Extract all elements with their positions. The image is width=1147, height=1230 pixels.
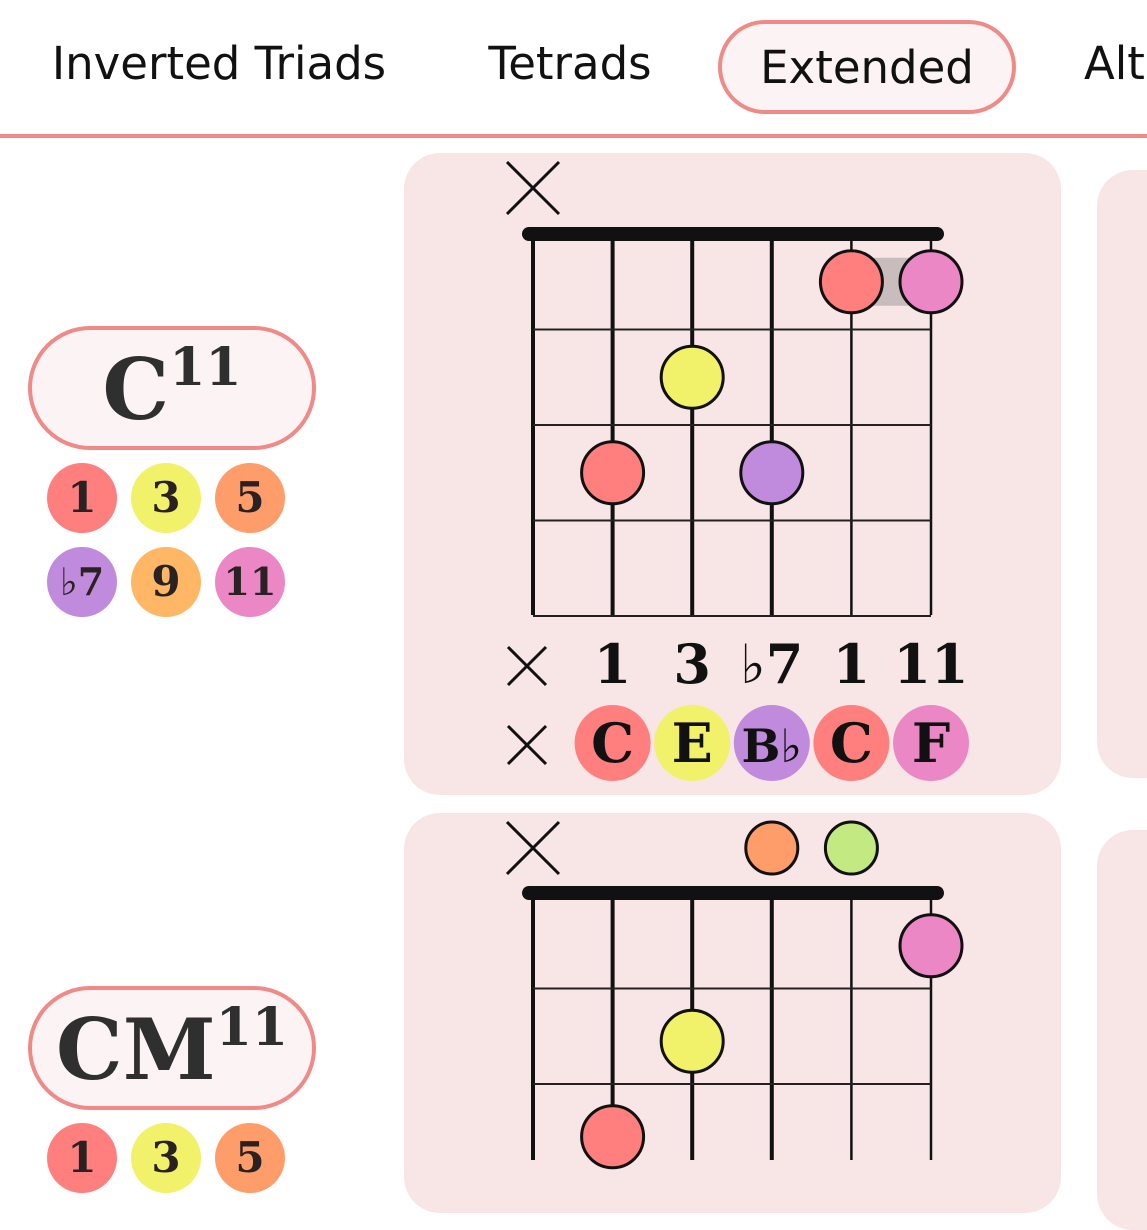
chord-name-c11[interactable]: C11	[28, 326, 316, 450]
open-string-dot	[823, 820, 879, 876]
degree-badge: 11	[215, 547, 285, 617]
interval-label: 1	[594, 632, 632, 696]
finger-dot	[580, 440, 646, 506]
degree-badge: 9	[131, 547, 201, 617]
note-label: E	[672, 711, 713, 775]
note-badge	[733, 705, 810, 781]
degree-badge: ♭7	[47, 547, 117, 617]
tab-bar: Inverted Triads Tetrads Extended Alte	[0, 0, 1147, 138]
note-label: C	[830, 711, 873, 775]
finger-dot	[659, 1008, 725, 1074]
note-label: C	[591, 711, 634, 775]
mute-x-icon	[505, 820, 561, 876]
note-badge	[893, 705, 969, 781]
tab-extended[interactable]: Extended	[718, 20, 1016, 114]
chord-root: CM	[55, 1000, 216, 1099]
next-chord-card[interactable]	[1097, 170, 1147, 778]
mute-x-icon	[505, 160, 561, 216]
finger-dot	[898, 249, 964, 315]
interval-label: ♭7	[740, 632, 803, 696]
finger-dot	[580, 1104, 646, 1170]
open-string-dot	[744, 820, 800, 876]
tab-tetrads[interactable]: Tetrads	[488, 37, 652, 90]
tab-underline	[0, 134, 1147, 138]
mute-x-icon	[506, 724, 548, 766]
chord-extension: 11	[215, 997, 289, 1058]
note-badge	[813, 705, 890, 781]
chord-diagram-card[interactable]	[404, 813, 1061, 1213]
finger-dot	[898, 913, 964, 979]
note-badge	[574, 705, 651, 781]
note-label: B♭	[742, 719, 803, 773]
mute-x-icon	[506, 645, 548, 687]
chord-name-cmaj11[interactable]: CM11	[28, 986, 316, 1110]
interval-label: 3	[673, 632, 711, 696]
finger-dot	[659, 344, 725, 410]
note-label: F	[912, 711, 950, 775]
finger-dot	[739, 440, 805, 506]
note-badge	[654, 705, 731, 781]
tab-altered[interactable]: Alte	[1084, 37, 1147, 90]
finger-dot	[818, 249, 884, 315]
interval-label: 11	[893, 632, 968, 696]
interval-label: 1	[833, 632, 871, 696]
chord-root: C	[102, 340, 170, 439]
chord-extension: 11	[169, 337, 242, 398]
degree-badge: 5	[215, 463, 285, 533]
tab-inverted-triads[interactable]: Inverted Triads	[51, 37, 387, 90]
fretboard-diagrams: 1 3 ♭7 1 11C E B♭ C F	[505, 160, 969, 1170]
degree-badge: 1	[47, 463, 117, 533]
degree-badge: 3	[131, 463, 201, 533]
